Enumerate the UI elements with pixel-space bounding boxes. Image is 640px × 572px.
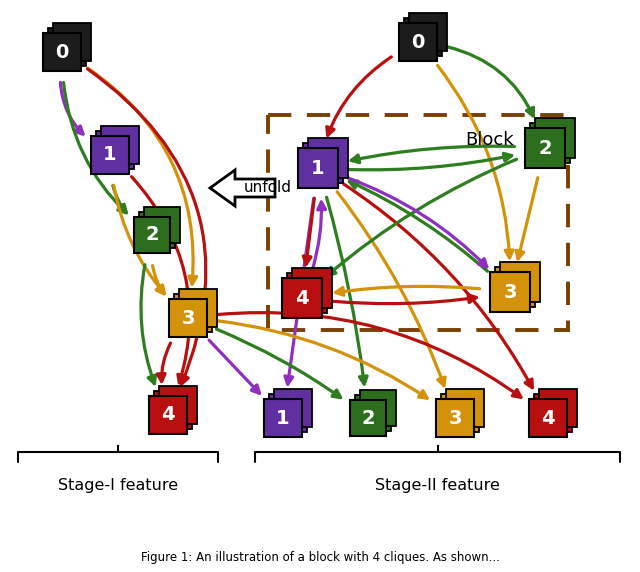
Bar — [495, 267, 535, 307]
Text: 1: 1 — [276, 408, 290, 427]
Bar — [529, 399, 567, 437]
Polygon shape — [210, 170, 275, 206]
Bar — [539, 389, 577, 427]
Bar — [303, 143, 343, 183]
Text: 1: 1 — [311, 158, 325, 177]
Bar — [169, 299, 207, 337]
Bar — [490, 272, 530, 312]
Bar — [436, 399, 474, 437]
Bar — [292, 268, 332, 308]
Text: 2: 2 — [145, 225, 159, 244]
Bar — [53, 23, 91, 61]
Bar — [500, 262, 540, 302]
Bar — [144, 207, 180, 243]
Bar — [159, 386, 197, 424]
Text: 0: 0 — [412, 33, 425, 51]
Bar — [404, 18, 442, 56]
Bar — [298, 148, 338, 188]
Bar — [355, 395, 391, 431]
Text: 4: 4 — [295, 288, 309, 308]
Bar — [274, 389, 312, 427]
Text: unfold: unfold — [243, 181, 291, 196]
Bar — [308, 138, 348, 178]
Bar — [134, 217, 170, 253]
Bar — [268, 115, 568, 330]
Bar — [139, 212, 175, 248]
Text: 3: 3 — [181, 308, 195, 328]
Bar — [174, 294, 212, 332]
Bar — [350, 400, 386, 436]
Bar — [535, 118, 575, 158]
Bar — [179, 289, 217, 327]
Bar — [409, 13, 447, 51]
Bar — [360, 390, 396, 426]
Bar — [269, 394, 307, 432]
Text: 2: 2 — [361, 408, 375, 427]
Text: 0: 0 — [55, 42, 68, 62]
Text: Figure 1: An illustration of a block with 4 cliques. As shown...: Figure 1: An illustration of a block wit… — [141, 551, 499, 565]
Bar — [154, 391, 192, 429]
Bar — [43, 33, 81, 71]
Text: 2: 2 — [538, 138, 552, 157]
Text: 4: 4 — [161, 406, 175, 424]
Bar — [101, 126, 139, 164]
Bar — [441, 394, 479, 432]
Text: 3: 3 — [448, 408, 461, 427]
Bar — [282, 278, 322, 318]
Bar — [399, 23, 437, 61]
Text: Stage-I feature: Stage-I feature — [58, 478, 178, 493]
Bar — [91, 136, 129, 174]
Text: Stage-II feature: Stage-II feature — [375, 478, 500, 493]
Bar — [149, 396, 187, 434]
Bar — [48, 28, 86, 66]
Text: 4: 4 — [541, 408, 555, 427]
Bar — [534, 394, 572, 432]
Text: Block: Block — [466, 131, 515, 149]
Bar — [446, 389, 484, 427]
Bar — [530, 123, 570, 163]
Bar — [525, 128, 565, 168]
Bar — [264, 399, 302, 437]
Bar — [287, 273, 327, 313]
Bar — [96, 131, 134, 169]
Text: 3: 3 — [503, 283, 516, 301]
Text: 1: 1 — [103, 145, 117, 165]
